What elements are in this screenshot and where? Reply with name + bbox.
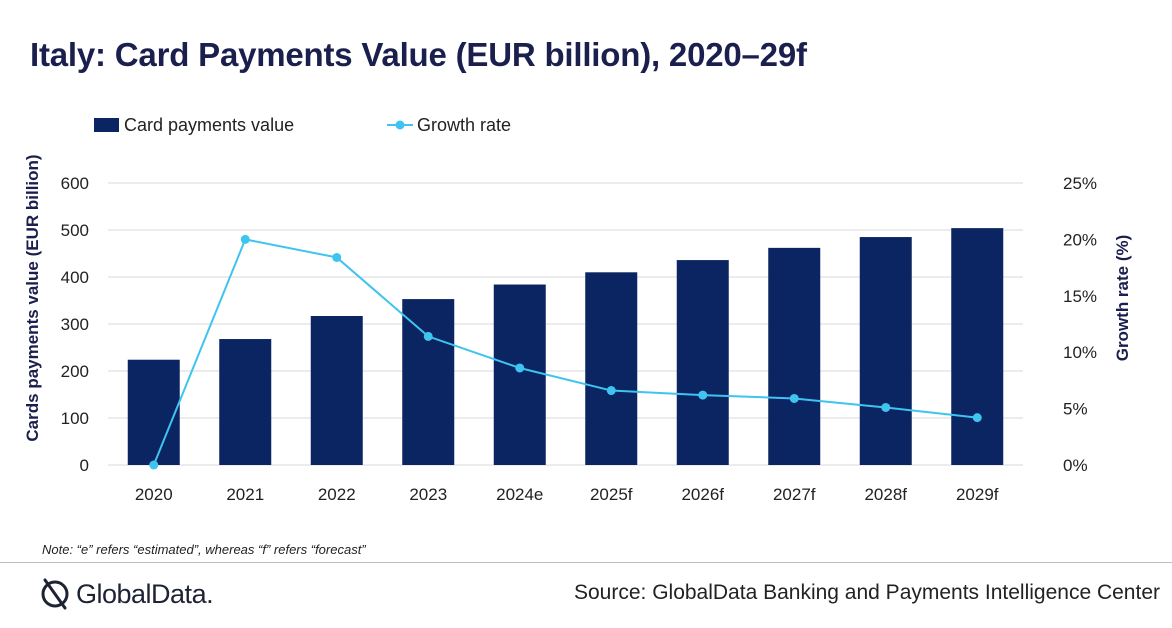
x-tick-label: 2028f [864,485,907,504]
footnote: Note: “e” refers “estimated”, whereas “f… [42,542,366,557]
y2-tick-label: 15% [1063,287,1097,306]
bar [585,272,638,465]
source-text: Source: GlobalData Banking and Payments … [573,581,1160,604]
bar [859,237,912,465]
growth-line [149,234,982,470]
y-tick-label: 400 [61,268,89,287]
y-tick-label: 300 [61,315,89,334]
growth-line-path [152,238,978,466]
x-tick-label: 2024e [496,485,543,504]
bar [219,339,272,465]
growth-point [881,402,891,412]
x-tick-label: 2025f [590,485,633,504]
growth-point [515,363,525,373]
y2-axis-ticks: 0% 5% 10% 15% 20% 25% [1063,174,1097,475]
legend-line-label: Growth rate [417,115,511,135]
bar [493,284,546,465]
x-tick-label: 2022 [318,485,356,504]
growth-point [698,390,708,400]
growth-point [332,252,342,262]
x-tick-label: 2027f [773,485,816,504]
y-tick-label: 500 [61,221,89,240]
bar [310,316,363,465]
globaldata-logo: GlobalData. [40,574,214,614]
y-axis-title: Cards payments value (EUR billion) [23,154,42,441]
y2-axis-title: Growth rate (%) [1113,235,1132,362]
growth-point [972,413,982,423]
y-axis-ticks: 0 100 200 300 400 500 600 [61,174,89,475]
x-tick-label: 2029f [956,485,999,504]
y-tick-label: 0 [80,456,89,475]
x-tick-label: 2021 [226,485,264,504]
growth-point [240,234,250,244]
growth-point [606,386,616,396]
growth-point [149,460,159,470]
y2-tick-label: 5% [1063,400,1088,419]
globaldata-logo-icon [41,578,69,610]
bar [676,260,729,465]
bars [127,228,1004,465]
legend-bar-swatch [94,118,119,132]
x-axis-ticks: 2020 2021 2022 2023 2024e 2025f 2026f 2027f 2028… [135,485,999,504]
logo-text: GlobalData. [76,578,214,609]
bar [951,228,1004,465]
y2-tick-label: 20% [1063,230,1097,249]
y-tick-label: 600 [61,174,89,193]
y2-tick-label: 10% [1063,343,1097,362]
legend-bar-label: Card payments value [124,115,294,135]
y2-tick-label: 0% [1063,456,1088,475]
chart-title: Italy: Card Payments Value (EUR billion)… [30,36,807,73]
y-tick-label: 200 [61,362,89,381]
growth-point [789,393,799,403]
y-tick-label: 100 [61,409,89,428]
x-tick-label: 2023 [409,485,447,504]
x-tick-label: 2020 [135,485,173,504]
chart: Card payments value Growth rate 0 100 200 3… [23,115,1132,504]
bar [402,299,455,465]
bar [127,359,180,465]
y2-tick-label: 25% [1063,174,1097,193]
x-tick-label: 2026f [681,485,724,504]
footer-divider [0,562,1172,563]
legend-line-marker [395,120,405,130]
growth-point [423,331,433,341]
legend: Card payments value Growth rate [94,115,511,135]
bar [768,247,821,465]
